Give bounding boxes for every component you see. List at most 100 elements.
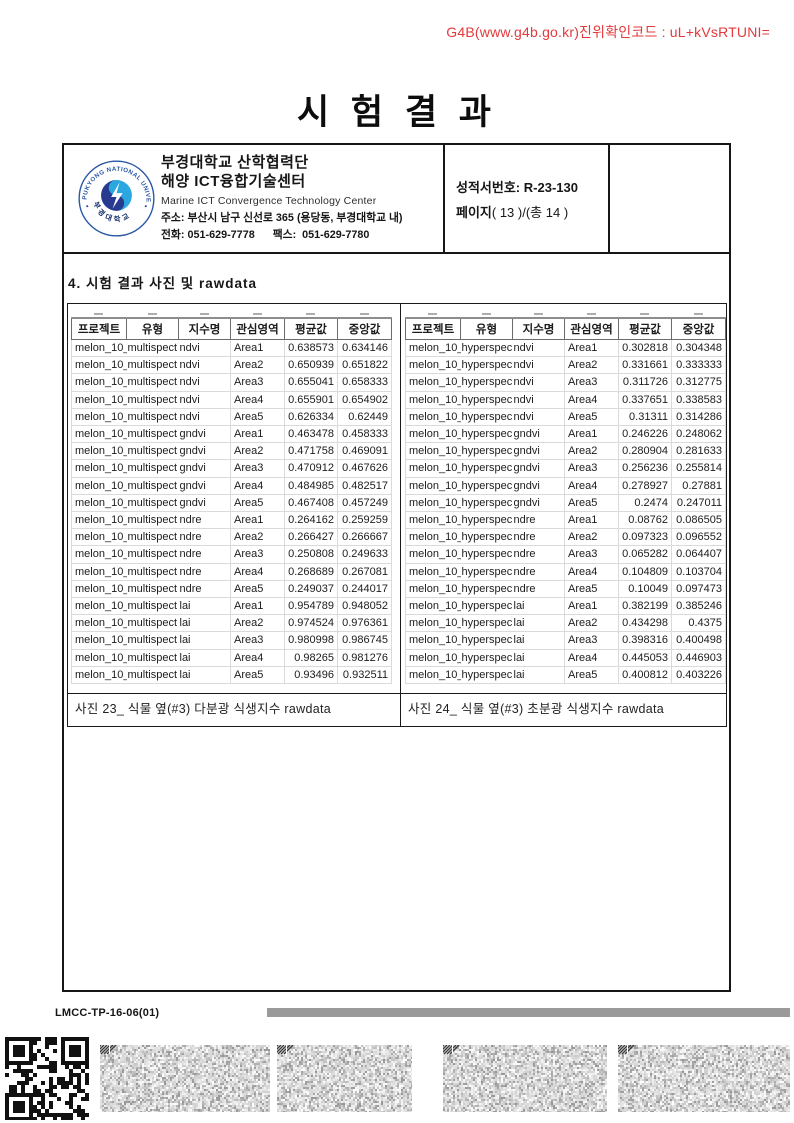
table-cell: melon_10_	[71, 631, 127, 650]
table-cell: 0.93496	[284, 666, 338, 685]
table-row: melon_10_ multispect ndvi Area1 0.638573 0.63…	[71, 339, 392, 358]
rawdata-cell-multispectral: 프로젝트 유형 지수명 관심영역 평균값 중앙값 melon_10_ multispect nd…	[68, 304, 401, 726]
table-cell: Area5	[230, 666, 285, 685]
table-cell: Area5	[230, 494, 285, 513]
table-cell: ndre	[512, 545, 565, 564]
table-cell: 0.446903	[671, 649, 726, 667]
table-cell: Area1	[230, 425, 285, 444]
table-cell: hyperspec	[460, 425, 513, 444]
table-row: melon_10_ multispect ndvi Area3 0.655041 0.65…	[71, 373, 392, 392]
table-cell: 0.266427	[284, 528, 338, 547]
table-cell: melon_10_	[71, 545, 127, 564]
table-cell: 0.634146	[337, 339, 392, 358]
table-cell: 0.948052	[337, 597, 392, 616]
table-cell: Area5	[564, 580, 619, 599]
table-cell: 0.259259	[337, 511, 392, 530]
page-title: 시 험 결 과	[297, 93, 497, 132]
table-cell: 0.469091	[337, 442, 392, 461]
table-row: melon_10_ multispect ndre Area4 0.268689 0.26…	[71, 563, 392, 581]
table-cell: melon_10_	[71, 666, 127, 685]
table-cell: ndre	[178, 511, 231, 530]
table-cell: lai	[178, 597, 231, 616]
column-header: 프로젝트	[71, 317, 127, 340]
table-row: melon_10_ hyperspec ndvi Area4 0.337651 0.338…	[405, 391, 726, 409]
table-cell: gndvi	[178, 459, 231, 478]
table-row: melon_10_ multispect ndvi Area4 0.655901 0.65…	[71, 391, 392, 409]
table-cell: multispect	[126, 631, 179, 650]
table-cell: ndre	[178, 580, 231, 599]
table-cell: hyperspec	[460, 391, 513, 409]
table-cell: melon_10_	[405, 459, 461, 478]
table-cell: Area5	[564, 666, 619, 685]
table-cell: melon_10_	[405, 356, 461, 375]
table-cell: multispect	[126, 425, 179, 444]
table-cell: 0.086505	[671, 511, 726, 530]
table-row: melon_10_ hyperspec ndvi Area5 0.31311 0.3142…	[405, 408, 726, 427]
table-cell: gndvi	[512, 425, 565, 444]
table-cell: 0.304348	[671, 339, 726, 358]
table-cell: gndvi	[178, 425, 231, 444]
table-cell: melon_10_	[71, 563, 127, 581]
table-row: melon_10_ multispect ndre Area1 0.264162 0.25…	[71, 511, 392, 530]
table-cell: 0.103704	[671, 563, 726, 581]
table-cell: 0.974524	[284, 614, 338, 633]
table-cell: melon_10_	[405, 666, 461, 685]
table-cell: 0.264162	[284, 511, 338, 530]
org-name-line1: 부경대학교 산학협력단	[161, 154, 309, 171]
table-cell: 0.096552	[671, 528, 726, 547]
table-cell: hyperspec	[460, 614, 513, 633]
table-cell: 0.104809	[618, 563, 672, 581]
table-cell: hyperspec	[460, 339, 513, 358]
table-cell: ndre	[512, 580, 565, 599]
table-cell: multispect	[126, 614, 179, 633]
table-cell: Area5	[230, 408, 285, 427]
org-name-line2: 해양 ICT융합기술센터	[161, 172, 306, 190]
table-row: melon_10_ multispect lai Area5 0.93496 0.9325…	[71, 666, 392, 685]
table-cell: lai	[178, 649, 231, 667]
table-row: melon_10_ hyperspec gndvi Area3 0.256236 0.25…	[405, 459, 726, 478]
table-cell: 0.312775	[671, 373, 726, 392]
table-row: melon_10_ multispect ndvi Area5 0.626334 0.62…	[71, 408, 392, 427]
table-cell: multispect	[126, 339, 179, 358]
table-cell: 0.658333	[337, 373, 392, 392]
table-cell: 0.249633	[337, 545, 392, 564]
table-cell: Area2	[230, 528, 285, 547]
column-header: 유형	[460, 317, 513, 340]
table-row: melon_10_ multispect ndre Area5 0.249037 0.24…	[71, 580, 392, 599]
column-header: 중앙값	[337, 317, 392, 340]
table-cell: multispect	[126, 597, 179, 616]
table-cell: ndvi	[512, 408, 565, 427]
table-cell: hyperspec	[460, 459, 513, 478]
table-cell: 0.434298	[618, 614, 672, 633]
table-cell: melon_10_	[405, 339, 461, 358]
table-row: melon_10_ hyperspec ndre Area1 0.08762 0.0865…	[405, 511, 726, 530]
table-cell: ndre	[512, 563, 565, 581]
table-cell: Area5	[564, 408, 619, 427]
table-cell: hyperspec	[460, 442, 513, 461]
table-cell: hyperspec	[460, 649, 513, 667]
table-cell: hyperspec	[460, 545, 513, 564]
table-cell: 0.651822	[337, 356, 392, 375]
table-cell: 0.065282	[618, 545, 672, 564]
org-name-english: Marine ICT Convergence Technology Center	[161, 194, 377, 207]
table-cell: Area2	[230, 356, 285, 375]
table-cell: Area2	[564, 614, 619, 633]
table-cell: hyperspec	[460, 528, 513, 547]
table-cell: melon_10_	[405, 597, 461, 616]
column-header: 관심영역	[230, 317, 285, 340]
table-cell: multispect	[126, 477, 179, 495]
table-cell: 0.31311	[618, 408, 672, 427]
table-row: melon_10_ hyperspec ndvi Area3 0.311726 0.312…	[405, 373, 726, 392]
table-row: melon_10_ hyperspec ndre Area2 0.097323 0.096…	[405, 528, 726, 547]
table-row: melon_10_ hyperspec gndvi Area2 0.280904 0.28…	[405, 442, 726, 461]
table-cell: gndvi	[178, 442, 231, 461]
table-cell: 0.311726	[618, 373, 672, 392]
table-cell: 0.4375	[671, 614, 726, 633]
table-cell: Area2	[564, 356, 619, 375]
table-cell: Area5	[564, 494, 619, 513]
table-cell: melon_10_	[405, 511, 461, 530]
table-row: melon_10_ multispect lai Area2 0.974524 0.976…	[71, 614, 392, 633]
page-number-label: 페이지	[456, 204, 492, 220]
table-row: melon_10_ multispect gndvi Area2 0.471758 0.4…	[71, 442, 392, 461]
table-cell: ndvi	[512, 339, 565, 358]
